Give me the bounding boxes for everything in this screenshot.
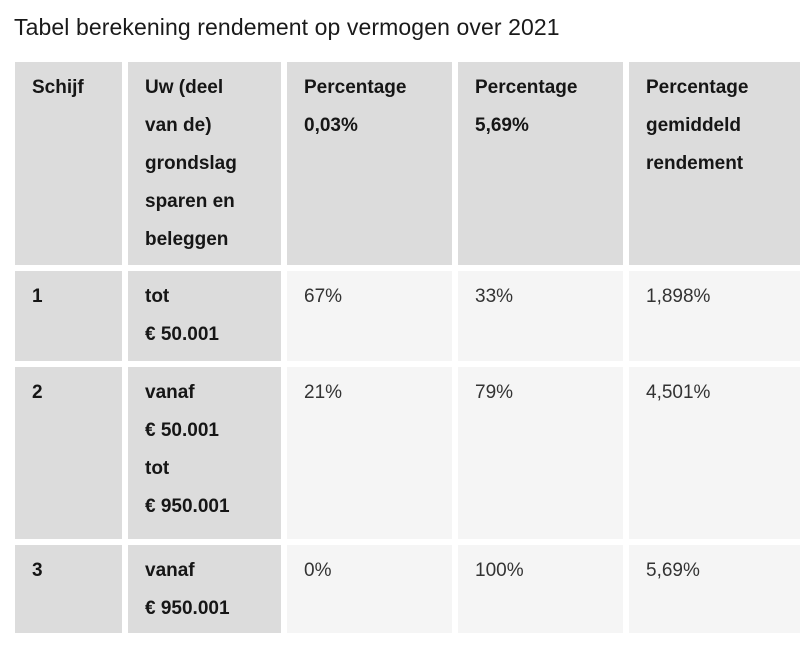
row3-cell-schijf: 3 bbox=[15, 545, 122, 633]
row1-cell-schijf: 1 bbox=[15, 271, 122, 361]
row2-cell-schijf: 2 bbox=[15, 367, 122, 539]
header-cell-schijf: Schijf bbox=[15, 62, 122, 265]
row1-cell-percentage-003: 67% bbox=[287, 271, 452, 361]
header-cell-percentage-003: Percentage 0,03% bbox=[287, 62, 452, 265]
page-title: Tabel berekening rendement op vermogen o… bbox=[14, 14, 560, 40]
row3-cell-percentage-003: 0% bbox=[287, 545, 452, 633]
row2-cell-grondslag: vanaf € 50.001 tot € 950.001 bbox=[128, 367, 281, 539]
row1-cell-grondslag: tot € 50.001 bbox=[128, 271, 281, 361]
row3-cell-percentage-569: 100% bbox=[458, 545, 623, 633]
row3-cell-grondslag: vanaf € 950.001 bbox=[128, 545, 281, 633]
row1-cell-percentage-569: 33% bbox=[458, 271, 623, 361]
row2-cell-gemiddeld-rendement: 4,501% bbox=[629, 367, 800, 539]
header-cell-percentage-569: Percentage 5,69% bbox=[458, 62, 623, 265]
row2-cell-percentage-569: 79% bbox=[458, 367, 623, 539]
header-cell-grondslag: Uw (deel van de) grondslag sparen en bel… bbox=[128, 62, 281, 265]
row1-cell-gemiddeld-rendement: 1,898% bbox=[629, 271, 800, 361]
row2-cell-percentage-003: 21% bbox=[287, 367, 452, 539]
row3-cell-gemiddeld-rendement: 5,69% bbox=[629, 545, 800, 633]
rendement-table: Schijf Uw (deel van de) grondslag sparen… bbox=[15, 62, 800, 633]
header-cell-gemiddeld-rendement: Percentage gemiddeld rendement bbox=[629, 62, 800, 265]
